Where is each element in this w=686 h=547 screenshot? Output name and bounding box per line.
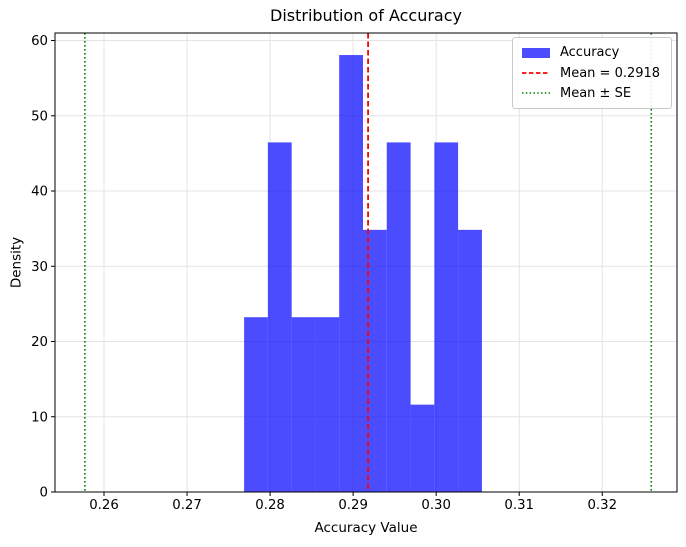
y-tick-label: 30	[31, 260, 48, 275]
histogram-bar	[434, 142, 459, 493]
plot-frame	[54, 32, 678, 493]
x-tick-label: 0.30	[421, 498, 451, 513]
y-axis-label: Density	[8, 236, 25, 289]
y-tick-label: 10	[31, 410, 48, 425]
histogram-bar	[386, 142, 411, 493]
y-tick-label: 0	[40, 486, 48, 501]
legend-accuracy-patch	[522, 47, 550, 58]
legend-item: Mean = 0.2918	[521, 66, 663, 81]
y-tick-label: 60	[31, 34, 48, 49]
x-tick-label: 0.27	[172, 498, 202, 513]
histogram-bar	[291, 317, 316, 492]
legend-item-label: Accuracy	[560, 45, 620, 61]
legend-item-label: Mean = 0.2918	[560, 65, 661, 81]
histogram-bar	[267, 142, 292, 493]
legend-se-line-icon	[522, 92, 550, 95]
x-tick-label: 0.32	[587, 498, 617, 513]
histogram-bar	[244, 317, 268, 492]
x-tick-label: 0.28	[255, 498, 285, 513]
y-tick-label: 50	[31, 109, 48, 124]
legend-accuracy-swatch-icon	[522, 47, 550, 58]
legend-mean-line-icon	[522, 72, 550, 74]
x-axis-label: Accuracy Value	[314, 520, 418, 536]
legend-item: Accuracy	[521, 45, 663, 60]
histogram-bar	[363, 229, 387, 493]
histogram-bar	[315, 317, 340, 492]
legend: Accuracy Mean = 0.2918 Mean ± SE	[512, 37, 672, 109]
histogram-bar	[410, 404, 435, 492]
x-tick-label: 0.29	[338, 498, 368, 513]
y-tick-label: 20	[31, 335, 48, 350]
y-tick-label: 40	[31, 185, 48, 200]
x-tick-label: 0.31	[504, 498, 534, 513]
histogram-bar	[458, 229, 482, 493]
histogram-bar	[339, 55, 364, 492]
x-tick-label: 0.26	[89, 498, 119, 513]
legend-item: Mean ± SE	[521, 86, 663, 101]
legend-item-label: Mean ± SE	[560, 85, 632, 101]
chart-title: Distribution of Accuracy	[270, 6, 462, 25]
